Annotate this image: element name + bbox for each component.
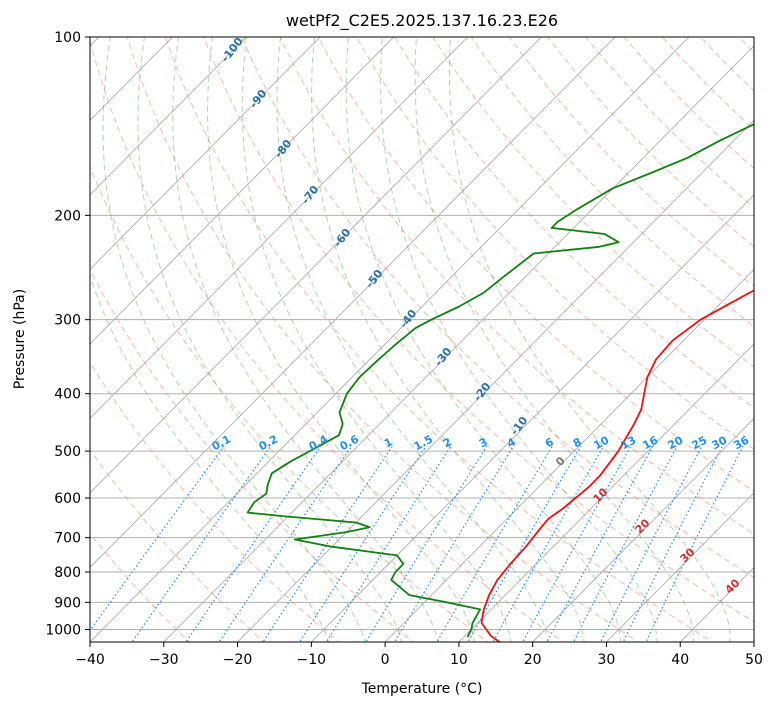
- dry-adiabat-line: [432, 37, 754, 368]
- moist-adiabat-line: [172, 37, 439, 642]
- mixing-ratio-line: [645, 445, 744, 642]
- y-tick-label: 300: [54, 313, 81, 329]
- moist-adiabat-line: [137, 37, 403, 642]
- dry-adiabat-line: [90, 268, 415, 642]
- mixing-ratio-label: 36: [732, 433, 752, 452]
- moist-adiabat-line: [311, 37, 585, 642]
- y-tick-label: 800: [54, 565, 81, 581]
- mixing-ratio-line: [492, 445, 605, 642]
- dry-adiabat-line: [585, 37, 754, 209]
- grid-lines: [90, 37, 754, 642]
- dry-adiabat-line: [766, 26, 775, 644]
- dry-adiabat-line: [90, 448, 265, 642]
- chart-title: wetPf2_C2E5.2025.137.16.23.E26: [286, 11, 558, 31]
- dewpoint-profile-line: [246, 123, 754, 638]
- mixing-ratio-line: [599, 445, 703, 642]
- y-tick-label: 200: [54, 208, 81, 224]
- mixing-ratio-line: [365, 445, 488, 642]
- plot-area: [90, 37, 754, 642]
- isotherm-line: [90, 37, 247, 196]
- temperature-profile-line: [480, 289, 754, 642]
- moist-adiabat-line: [449, 37, 731, 642]
- dry-adiabat-line: [90, 361, 340, 642]
- mixing-ratio-line: [90, 445, 225, 632]
- x-tick-label: −10: [297, 652, 327, 668]
- x-axis-label: Temperature (°C): [361, 681, 483, 697]
- dry-adiabat-line: [203, 37, 754, 623]
- x-tick-label: −20: [223, 652, 253, 668]
- y-tick-label: 1000: [45, 622, 81, 638]
- y-tick-label: 600: [54, 491, 81, 507]
- moist-adiabat-line: [276, 37, 549, 642]
- mixing-ratio-line: [131, 445, 272, 642]
- isotherm-line: [90, 37, 542, 494]
- isotherm-line: [753, 641, 754, 642]
- moist-adiabat-line: [414, 37, 695, 642]
- mixing-ratio-line: [522, 445, 632, 642]
- mixing-ratio-line: [325, 445, 452, 642]
- moist-adiabat-line: [207, 37, 476, 642]
- plot-frame: [89, 36, 755, 643]
- moist-adiabat-line: [241, 37, 512, 642]
- isotherm-line: [310, 194, 754, 642]
- x-tick-label: 10: [450, 652, 468, 668]
- mixing-ratio-label: 25: [690, 434, 710, 453]
- y-axis-label: Pressure (hPa): [12, 289, 28, 389]
- isotherm-line: [90, 37, 321, 270]
- isotherm-line: [90, 37, 395, 345]
- mixing-ratio-label: 10: [592, 433, 612, 452]
- mixing-ratio-line: [622, 445, 723, 642]
- plot-border: [89, 36, 755, 643]
- mixing-ratio-line: [393, 445, 515, 642]
- x-tick-label: −30: [149, 652, 179, 668]
- isotherm-line: [90, 37, 469, 419]
- mixing-ratio-line: [546, 445, 654, 642]
- y-tick-label: 500: [54, 444, 81, 460]
- y-tick-label: 100: [54, 30, 81, 46]
- mixing-ratio-line: [572, 445, 678, 642]
- profile-series: [246, 123, 754, 642]
- isotherm-line: [90, 37, 690, 642]
- moist-adiabat-line: [380, 37, 658, 642]
- dry-adiabat-line: [126, 37, 639, 642]
- axis-ticks: −40 −30 −20 −10 0 10 20 30 40 50 100 200 300 400 500 60…: [45, 30, 763, 668]
- mixing-ratio-line: [185, 445, 322, 642]
- dry-adiabat-line: [90, 532, 190, 642]
- dry-adiabat-line: [90, 38, 564, 642]
- dry-adiabat-line: [317, 37, 754, 492]
- y-tick-label: 400: [54, 387, 81, 403]
- x-tick-label: 20: [524, 652, 542, 668]
- mixing-ratio-line: [298, 445, 427, 642]
- dry-adiabat-line: [394, 37, 754, 409]
- isotherm-line: [384, 268, 754, 642]
- mixing-ratio-label: 30: [710, 433, 730, 452]
- isotherm-line: [605, 492, 754, 642]
- y-tick-label: 900: [54, 595, 81, 611]
- moist-adiabat-line: [90, 274, 330, 642]
- dry-adiabat-line: [508, 37, 754, 287]
- x-tick-label: 30: [598, 652, 616, 668]
- dry-adiabat-line: [241, 37, 754, 579]
- y-tick-label: 700: [54, 531, 81, 547]
- plot-background: [90, 37, 754, 642]
- mixing-ratio-label: 13: [619, 434, 639, 453]
- dry-adiabat-line: [90, 165, 490, 642]
- moist-adiabat-line: [345, 37, 622, 642]
- x-tick-label: 40: [671, 652, 689, 668]
- x-tick-label: 0: [381, 652, 390, 668]
- dry-adiabat-line: [165, 37, 714, 642]
- dry-adiabat-line: [279, 37, 754, 535]
- x-tick-label: −40: [75, 652, 105, 668]
- isotherm-line: [90, 37, 616, 569]
- x-tick-label: 50: [745, 652, 763, 668]
- isotherm-line: [163, 45, 754, 642]
- mixing-ratio-label: 16: [641, 433, 661, 452]
- isotherm-line: [532, 417, 754, 642]
- dry-adiabat-line: [547, 37, 754, 248]
- background-lines: [90, 26, 775, 644]
- isotherm-line: [458, 343, 754, 642]
- mixing-ratio-label: 20: [666, 433, 686, 452]
